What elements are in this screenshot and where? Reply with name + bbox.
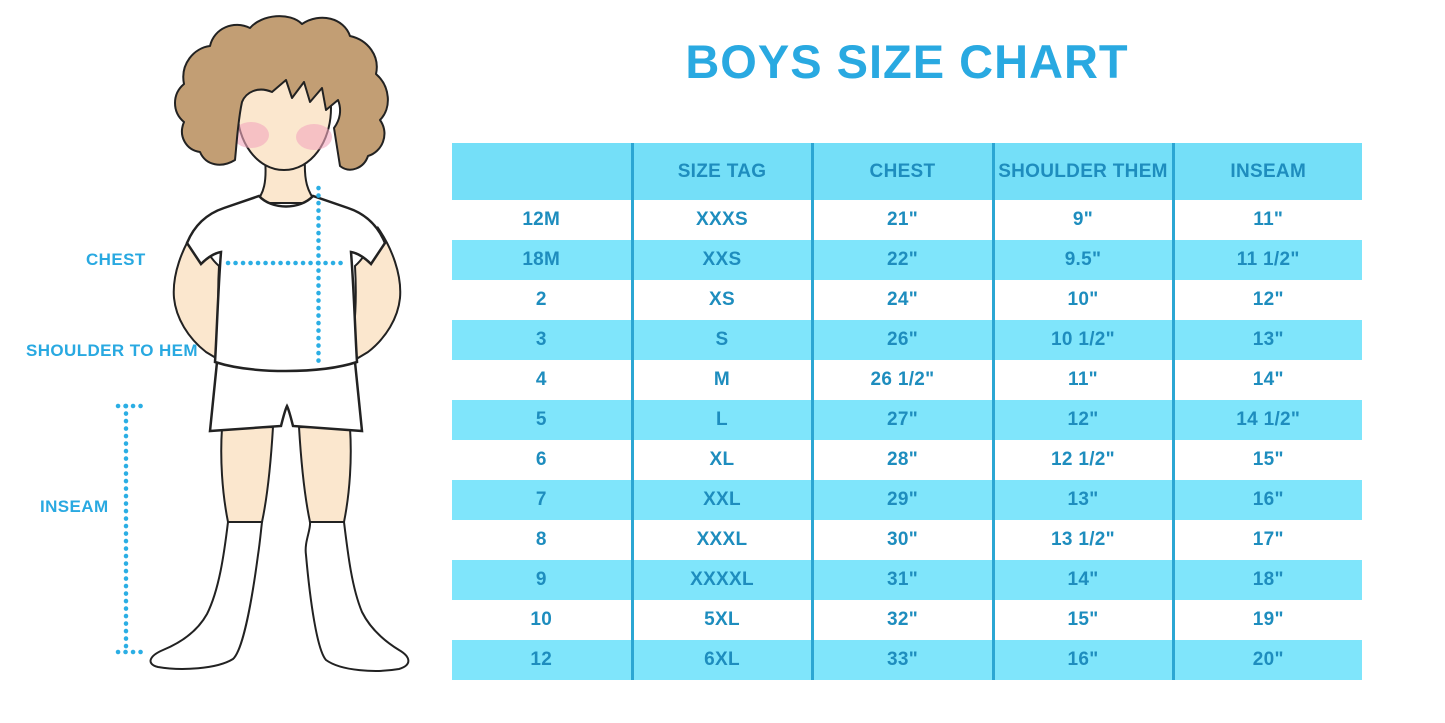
size-table-cell: 9.5" [993, 240, 1175, 280]
size-table-row: 10 5XL 32" 15" 19" [452, 600, 1362, 640]
boy-hair [174, 15, 389, 171]
size-table-cell: 2 [452, 280, 634, 320]
size-table-cell: 18M [452, 240, 634, 280]
size-table-cell: XXL [632, 480, 814, 520]
size-table-cell: 16" [993, 640, 1175, 680]
size-table-cell: 19" [1173, 600, 1362, 640]
size-table-row: 7 XXL 29" 13" 16" [452, 480, 1362, 520]
shoulder-to-hem-measure-label: SHOULDER TO HEM [26, 341, 198, 360]
size-table-header-cell: CHEST [812, 143, 995, 200]
size-table-cell: 33" [812, 640, 995, 680]
size-table-cell: 11" [1173, 200, 1362, 240]
size-table-row: 2 XS 24" 10" 12" [452, 280, 1362, 320]
size-table-row: 3 S 26" 10 1/2" 13" [452, 320, 1362, 360]
size-table-row: 6 XL 28" 12 1/2" 15" [452, 440, 1362, 480]
size-table-cell: 18" [1173, 560, 1362, 600]
boy-left-thigh [220, 425, 275, 523]
size-table-row: 8 XXXL 30" 13 1/2" 17" [452, 520, 1362, 560]
size-table-cell: 12" [993, 400, 1175, 440]
size-table-cell: 29" [812, 480, 995, 520]
size-table-row: 9 XXXXL 31" 14" 18" [452, 560, 1362, 600]
size-table-cell: 28" [812, 440, 995, 480]
boy-measurement-illustration: CHEST SHOULDER TO HEM INSEAM [0, 0, 450, 723]
size-table-cell: 26" [812, 320, 995, 360]
size-table-cell: 14" [1173, 360, 1362, 400]
size-table-cell: S [632, 320, 814, 360]
boy-figure-svg [115, 15, 410, 672]
size-table-cell: 17" [1173, 520, 1362, 560]
size-table-cell: 11" [993, 360, 1175, 400]
size-table-cell: 10" [993, 280, 1175, 320]
size-table-cell: 15" [993, 600, 1175, 640]
size-table-cell: 11 1/2" [1173, 240, 1362, 280]
size-table-header-row: SIZE TAG CHEST SHOULDER THEM INSEAM [452, 143, 1362, 200]
size-table-cell: XXXXL [632, 560, 814, 600]
size-table-row: 12M XXXS 21" 9" 11" [452, 200, 1362, 240]
size-table-cell: 8 [452, 520, 634, 560]
size-table-cell: L [632, 400, 814, 440]
size-table-cell: 4 [452, 360, 634, 400]
size-table-cell: 10 [452, 600, 634, 640]
size-table-cell: 31" [812, 560, 995, 600]
size-table-cell: 32" [812, 600, 995, 640]
size-table-cell: 13" [1173, 320, 1362, 360]
size-table-cell: 27" [812, 400, 995, 440]
boy-right-thigh [297, 425, 352, 523]
size-table-corner-cell [452, 143, 634, 200]
boy-right-sock [304, 521, 410, 672]
size-table-cell: 9 [452, 560, 634, 600]
size-table-row: 12 6XL 33" 16" 20" [452, 640, 1362, 680]
size-table-cell: 12" [1173, 280, 1362, 320]
size-table-cell: 12 1/2" [993, 440, 1175, 480]
size-table-cell: XXS [632, 240, 814, 280]
size-table-header-cell: SHOULDER THEM [993, 143, 1175, 200]
page-title: BOYS SIZE CHART [685, 35, 1129, 88]
size-table-cell: 5 [452, 400, 634, 440]
size-table-cell: 9" [993, 200, 1175, 240]
size-table-row: 18M XXS 22" 9.5" 11 1/2" [452, 240, 1362, 280]
boy-shorts [208, 360, 364, 433]
size-table-cell: 3 [452, 320, 634, 360]
size-table-cell: 10 1/2" [993, 320, 1175, 360]
chest-measure-label: CHEST [86, 250, 146, 269]
size-table-cell: 21" [812, 200, 995, 240]
inseam-measure-label: INSEAM [40, 497, 109, 516]
size-table-grid: SIZE TAG CHEST SHOULDER THEM INSEAM 12M XXXS… [452, 143, 1362, 680]
size-table-head: SIZE TAG CHEST SHOULDER THEM INSEAM [452, 143, 1362, 200]
size-table-cell: 6XL [632, 640, 814, 680]
size-table-cell: 30" [812, 520, 995, 560]
size-table-cell: 24" [812, 280, 995, 320]
size-table-cell: 12 [452, 640, 634, 680]
size-table-cell: 16" [1173, 480, 1362, 520]
size-table-body: 12M XXXS 21" 9" 11" 18M XXS 22" 9.5" 11 1/2" 2 XS 24… [452, 200, 1362, 680]
size-table-cell: 22" [812, 240, 995, 280]
size-table-header-cell: SIZE TAG [632, 143, 814, 200]
size-table-header-cell: INSEAM [1173, 143, 1362, 200]
size-table-cell: 26 1/2" [812, 360, 995, 400]
boy-left-blush [233, 122, 269, 148]
size-table-cell: M [632, 360, 814, 400]
size-table-cell: 14 1/2" [1173, 400, 1362, 440]
size-table-cell: 13" [993, 480, 1175, 520]
size-table-cell: 6 [452, 440, 634, 480]
size-table-cell: 12M [452, 200, 634, 240]
boy-left-sock [149, 521, 264, 670]
size-table-cell: 15" [1173, 440, 1362, 480]
size-table-cell: XXXL [632, 520, 814, 560]
boy-right-blush [296, 124, 332, 150]
size-table-cell: 14" [993, 560, 1175, 600]
size-table: SIZE TAG CHEST SHOULDER THEM INSEAM 12M XXXS… [452, 143, 1362, 680]
size-table-cell: 5XL [632, 600, 814, 640]
size-table-cell: 13 1/2" [993, 520, 1175, 560]
size-table-cell: XL [632, 440, 814, 480]
size-table-cell: 20" [1173, 640, 1362, 680]
size-table-cell: XXXS [632, 200, 814, 240]
boy-tshirt [185, 194, 387, 373]
size-table-cell: 7 [452, 480, 634, 520]
size-table-cell: XS [632, 280, 814, 320]
size-table-row: 5 L 27" 12" 14 1/2" [452, 400, 1362, 440]
size-table-row: 4 M 26 1/2" 11" 14" [452, 360, 1362, 400]
